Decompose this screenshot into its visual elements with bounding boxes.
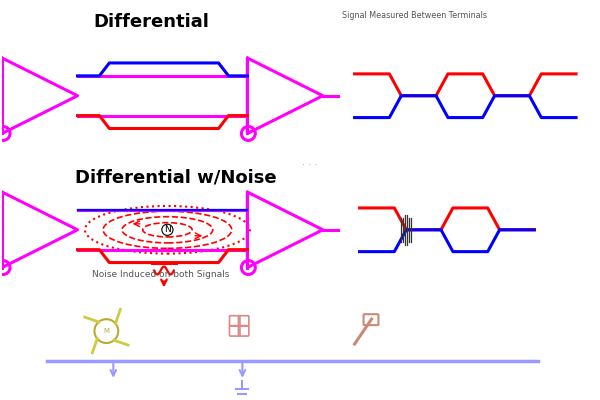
Text: Differential w/Noise: Differential w/Noise xyxy=(75,168,277,186)
Text: N: N xyxy=(164,225,171,234)
Text: . . .: . . . xyxy=(302,157,317,167)
Text: M: M xyxy=(103,328,109,334)
Text: Signal Measured Between Terminals: Signal Measured Between Terminals xyxy=(342,11,487,20)
Text: Noise Induced on both Signals: Noise Induced on both Signals xyxy=(92,270,230,280)
Text: Differential: Differential xyxy=(93,13,209,31)
